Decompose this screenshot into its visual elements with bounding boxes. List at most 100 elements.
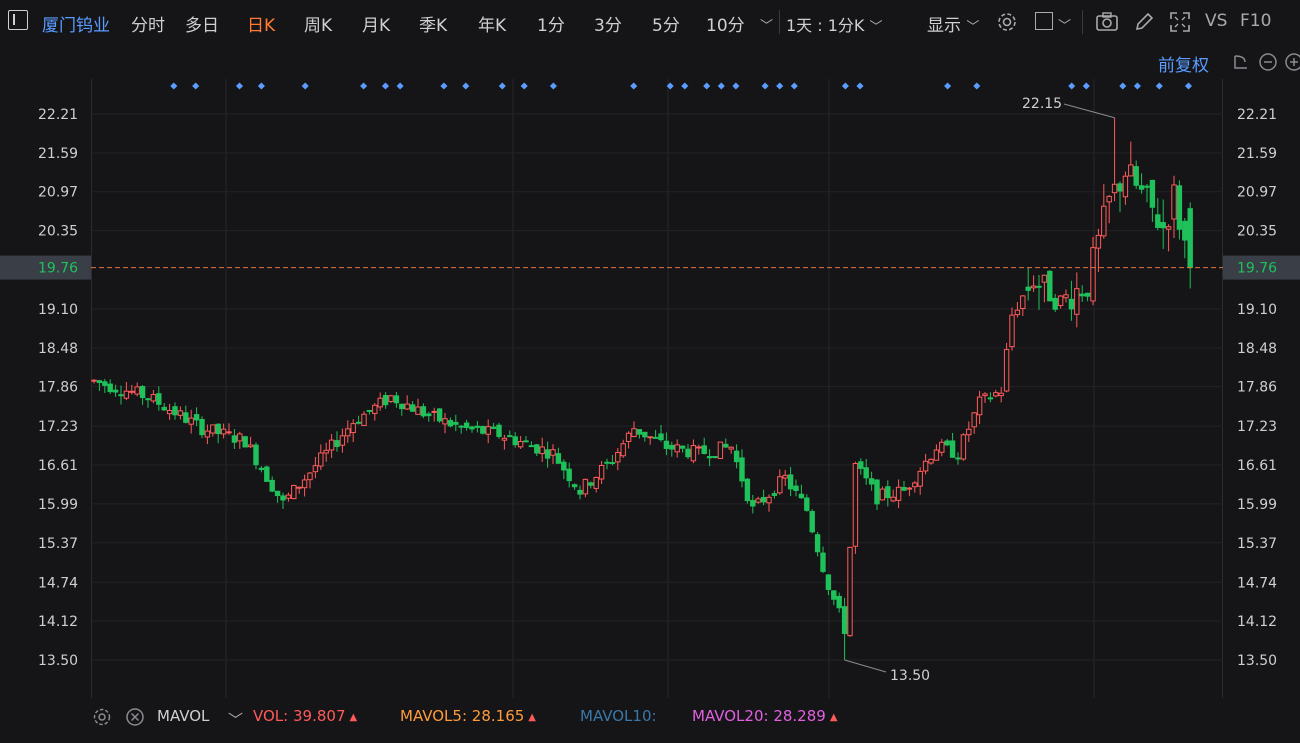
- settings-gear-icon[interactable]: [996, 11, 1018, 33]
- event-marker[interactable]: [440, 82, 448, 90]
- chart-controls: [1234, 53, 1300, 71]
- event-marker[interactable]: [1082, 82, 1090, 90]
- checkbox-chevron-icon[interactable]: ﹀: [1058, 19, 1072, 34]
- candle-body: [318, 452, 324, 467]
- adjust-mode-label[interactable]: 前复权: [1158, 56, 1209, 76]
- event-marker[interactable]: [235, 82, 244, 90]
- event-marker[interactable]: [973, 82, 981, 90]
- stock-name[interactable]: 厦门钨业: [42, 16, 110, 36]
- tab-multi-day[interactable]: 多日: [185, 16, 219, 36]
- vs-button[interactable]: VS: [1205, 11, 1228, 31]
- event-marker[interactable]: [681, 82, 689, 90]
- event-marker[interactable]: [790, 82, 798, 90]
- candle-body: [750, 500, 756, 507]
- event-marker[interactable]: [520, 82, 528, 90]
- indicator-name[interactable]: MAVOL: [157, 707, 210, 725]
- indicator-settings-gear-icon[interactable]: [92, 707, 112, 727]
- tab-3min[interactable]: 3分: [594, 16, 622, 36]
- mavol5-value: 28.165: [471, 707, 525, 725]
- event-marker[interactable]: [630, 82, 638, 90]
- candle-body: [301, 479, 308, 489]
- candle-body: [129, 390, 135, 393]
- checkbox-icon[interactable]: [1035, 12, 1053, 30]
- event-marker[interactable]: [666, 82, 674, 90]
- event-marker[interactable]: [841, 82, 849, 90]
- candle-body: [307, 472, 313, 481]
- indicator-close-icon[interactable]: [125, 707, 145, 727]
- event-marker[interactable]: [1119, 82, 1127, 90]
- tab-10min[interactable]: 10分: [706, 16, 745, 36]
- candle-body: [949, 440, 956, 458]
- event-marker[interactable]: [257, 82, 265, 90]
- undo-icon[interactable]: [1234, 55, 1247, 69]
- event-marker[interactable]: [396, 82, 404, 90]
- event-marker[interactable]: [1068, 82, 1076, 90]
- candle-body: [409, 404, 416, 412]
- panel-toggle-icon[interactable]: [8, 10, 28, 30]
- y-tick-right: 14.12: [1237, 614, 1277, 630]
- event-marker[interactable]: [732, 82, 740, 90]
- event-marker[interactable]: [301, 82, 309, 90]
- interval-select[interactable]: 1天 : 1分K ﹀: [786, 16, 883, 35]
- zoom-in-icon[interactable]: [1285, 53, 1300, 71]
- event-marker[interactable]: [1184, 82, 1193, 90]
- candle-body: [166, 409, 173, 415]
- candle-body: [156, 393, 162, 405]
- candle-body: [960, 434, 967, 460]
- event-marker[interactable]: [703, 82, 711, 90]
- event-marker[interactable]: [360, 82, 368, 90]
- event-marker[interactable]: [1133, 82, 1141, 90]
- tab-daily-k[interactable]: 日K: [247, 16, 276, 36]
- tab-5min[interactable]: 5分: [652, 16, 680, 36]
- candle-body: [215, 423, 221, 435]
- candle-body: [285, 494, 292, 499]
- candle-body: [852, 463, 859, 547]
- candle-body: [760, 496, 767, 503]
- candle-body: [733, 450, 740, 463]
- display-menu[interactable]: 显示 ﹀: [927, 16, 980, 36]
- candle-body: [550, 449, 556, 456]
- pencil-icon[interactable]: [1133, 11, 1155, 33]
- tab-intraday[interactable]: 分时: [131, 16, 165, 36]
- tab-monthly-k[interactable]: 月K: [362, 16, 391, 36]
- event-marker[interactable]: [944, 82, 952, 90]
- candle-body: [647, 436, 653, 439]
- tab-quarterly-k[interactable]: 季K: [419, 16, 448, 36]
- event-marker[interactable]: [170, 82, 178, 90]
- indicator-chevron-icon[interactable]: ﹀: [228, 711, 244, 729]
- candle-body: [766, 496, 772, 504]
- candle-body: [685, 448, 691, 458]
- candle-body: [539, 446, 545, 455]
- event-marker[interactable]: [761, 82, 769, 90]
- event-marker[interactable]: [381, 82, 390, 90]
- event-marker[interactable]: [549, 82, 557, 90]
- candle-body: [669, 444, 675, 450]
- more-periods-chevron-icon[interactable]: ﹀: [760, 19, 774, 34]
- tab-1min[interactable]: 1分: [537, 16, 565, 36]
- candle-body: [226, 431, 232, 434]
- f10-button[interactable]: F10: [1240, 11, 1272, 31]
- tab-yearly-k[interactable]: 年K: [478, 16, 507, 36]
- price-axis: 22.21 22.21 21.59 21.59 20.97 20.97 20.35 20.35…: [38, 107, 1277, 669]
- candle-body: [631, 428, 637, 438]
- event-marker[interactable]: [498, 82, 506, 90]
- event-marker[interactable]: [192, 82, 200, 90]
- event-marker[interactable]: [776, 82, 784, 90]
- event-marker[interactable]: [1155, 82, 1163, 90]
- candle-body: [1036, 285, 1042, 288]
- candle-body: [879, 488, 886, 501]
- zoom-out-icon[interactable]: [1259, 53, 1277, 71]
- candle-body: [107, 383, 113, 393]
- candle-body: [199, 419, 205, 436]
- candle-body: [193, 414, 200, 421]
- candle-body: [777, 476, 783, 494]
- camera-icon[interactable]: [1095, 11, 1119, 33]
- event-marker[interactable]: [856, 82, 864, 90]
- candlestick-chart[interactable]: 22.21 22.21 21.59 21.59 20.97 20.97 20.35 20.35…: [0, 44, 1300, 700]
- event-marker[interactable]: [462, 82, 470, 90]
- event-marker[interactable]: [717, 82, 725, 90]
- candle-body: [355, 421, 362, 424]
- tab-weekly-k[interactable]: 周K: [304, 16, 333, 36]
- fullscreen-icon[interactable]: [1169, 11, 1191, 33]
- candle-body: [328, 439, 335, 451]
